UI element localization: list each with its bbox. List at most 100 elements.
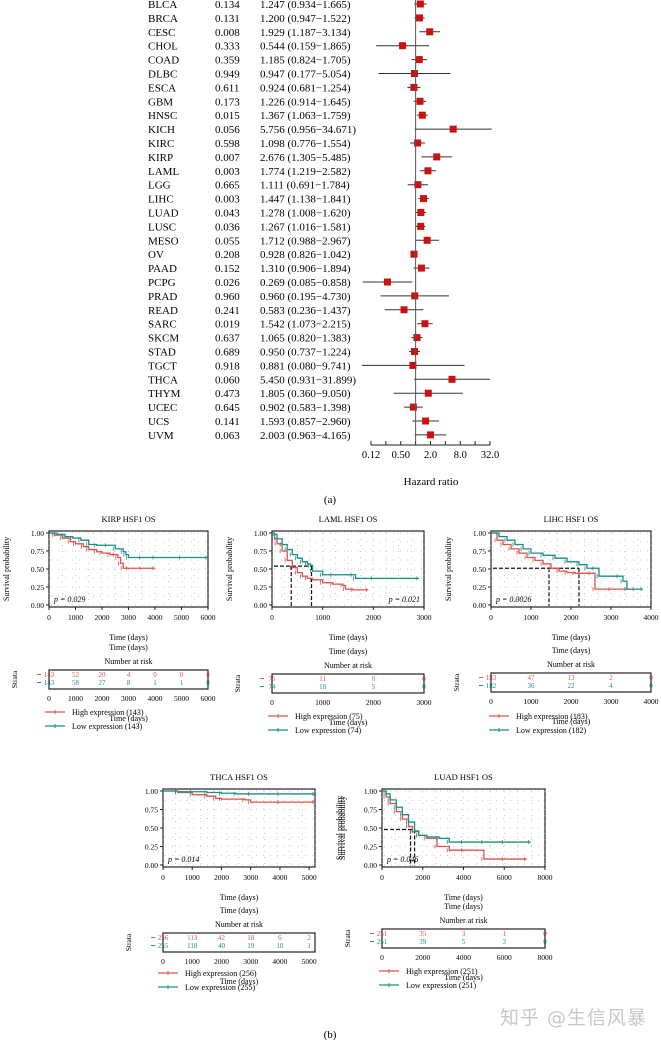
forest-row: PRAD 0.960 0.960 (0.195−4.730) bbox=[148, 291, 449, 303]
p-value: 0.208 bbox=[215, 249, 240, 261]
risk-x-tick-label: 5000 bbox=[174, 694, 189, 703]
legend-label-low: Low expression (251) bbox=[406, 981, 477, 990]
risk-x-axis-label: Time (days) bbox=[220, 977, 259, 986]
forest-row: TGCT 0.918 0.881 (0.080−9.741) bbox=[148, 360, 465, 372]
y-axis-label: Survival probability bbox=[2, 537, 11, 601]
forest-row: KICH 0.056 5.756 (0.956−34.671) bbox=[148, 124, 492, 136]
hr-ci-text: 1.805 (0.360−9.050) bbox=[260, 388, 351, 400]
hr-ci-text: 1.367 (1.063−1.759) bbox=[260, 110, 351, 122]
p-value: 0.173 bbox=[215, 96, 240, 108]
cancer-label: STAD bbox=[148, 347, 176, 359]
hr-marker bbox=[418, 111, 426, 119]
hr-ci-text: 1.111 (0.691−1.784) bbox=[260, 180, 350, 192]
risk-x-tick-label: 0 bbox=[270, 698, 274, 707]
x-tick-label: 5000 bbox=[302, 873, 317, 882]
p-value: 0.003 bbox=[215, 194, 240, 206]
y-tick-label: 0.50 bbox=[31, 565, 44, 574]
forest-row: STAD 0.689 0.950 (0.737−1.224) bbox=[148, 347, 420, 359]
risk-count-low: 5 bbox=[462, 938, 466, 946]
cancer-label: LAML bbox=[148, 166, 179, 178]
hr-ci-text: 0.902 (0.583−1.398) bbox=[260, 402, 351, 414]
risk-count-low: 3 bbox=[503, 938, 507, 946]
forest-row: LAML 0.003 1.774 (1.219−2.582) bbox=[148, 166, 436, 178]
risk-count-low: 0 bbox=[422, 683, 426, 691]
risk-count-high: 0 bbox=[422, 675, 426, 683]
hr-ci-text: 0.881 (0.080−9.741) bbox=[260, 360, 351, 372]
risk-count-low: 1 bbox=[307, 942, 311, 950]
risk-count-high: 0 bbox=[543, 930, 547, 938]
y-tick-label: 0.25 bbox=[254, 583, 267, 592]
km-title: LUAD HSF1 OS bbox=[434, 772, 493, 782]
km-panel: KIRP HSF1 OS0.000.250.500.751.000 1000 200… bbox=[2, 514, 216, 731]
risk-x-tick-label: 0 bbox=[47, 694, 51, 703]
hr-ci-text: 0.269 (0.085−0.858) bbox=[260, 277, 351, 289]
risk-count-low: 4 bbox=[609, 682, 613, 690]
p-value: 0.015 bbox=[215, 110, 240, 122]
risk-count-high: 0 bbox=[372, 675, 376, 683]
hr-marker bbox=[417, 264, 425, 272]
p-value-label: p = 0.029 bbox=[53, 595, 85, 604]
forest-row: COAD 0.359 1.185 (0.824−1.705) bbox=[148, 55, 428, 67]
legend-label-low: Low expression (255) bbox=[185, 983, 256, 992]
forest-row: THCA 0.060 5.450 (0.931−31.899) bbox=[148, 374, 490, 386]
y-tick-label: 1.00 bbox=[254, 529, 267, 538]
risk-x-tick-label: 4000 bbox=[456, 953, 471, 962]
risk-count-low: 1 bbox=[180, 679, 184, 687]
risk-x-tick-label: 2000 bbox=[564, 697, 579, 706]
risk-x-tick-label: 2000 bbox=[214, 957, 229, 966]
risk-count-high: 11 bbox=[319, 675, 326, 683]
forest-row: LUAD 0.043 1.278 (1.008−1.620) bbox=[148, 208, 426, 220]
p-value: 0.359 bbox=[215, 55, 240, 67]
risk-count-low: 143 bbox=[44, 679, 55, 687]
risk-x-axis-label: Time (days) bbox=[552, 717, 591, 726]
hr-marker bbox=[420, 195, 428, 203]
risk-x-tick-label: 6000 bbox=[497, 953, 512, 962]
risk-count-high: 143 bbox=[44, 671, 55, 679]
p-value: 0.241 bbox=[215, 305, 240, 317]
risk-count-high: 0 bbox=[153, 671, 157, 679]
forest-row: LIHC 0.003 1.447 (1.138−1.841) bbox=[148, 194, 429, 206]
cancer-label: LIHC bbox=[148, 194, 174, 206]
x-tick-label: 3000 bbox=[417, 613, 432, 622]
km-title: THCA HSF1 OS bbox=[210, 772, 268, 782]
hr-marker bbox=[427, 431, 435, 439]
risk-count-low: 1 bbox=[153, 679, 157, 687]
x-tick-label: 3000 bbox=[604, 613, 619, 622]
hr-ci-text: 1.098 (0.776−1.554) bbox=[260, 138, 351, 150]
x-tick-label: 3000 bbox=[243, 873, 258, 882]
p-value: 0.918 bbox=[215, 360, 240, 372]
cancer-label: UCS bbox=[148, 416, 169, 428]
x-axis-label: Time (days) bbox=[109, 633, 148, 642]
cancer-label: THCA bbox=[148, 374, 178, 386]
forest-row: PCPG 0.026 0.269 (0.085−0.858) bbox=[148, 277, 413, 289]
risk-count-low: 118 bbox=[187, 942, 198, 950]
y-axis-label: Survival probability bbox=[335, 796, 344, 860]
risk-strata-label: Strata bbox=[124, 933, 133, 951]
risk-count-low: 19 bbox=[247, 942, 255, 950]
risk-x-tick-label: 3000 bbox=[121, 694, 136, 703]
cancer-label: PAAD bbox=[148, 263, 177, 275]
risk-x-tick-label: 3000 bbox=[417, 698, 432, 707]
hr-ci-text: 2.003 (0.963−4.165) bbox=[260, 430, 351, 442]
legend-label-high: High expression (256) bbox=[185, 969, 257, 978]
risk-count-high: 52 bbox=[72, 671, 80, 679]
forest-row: UVM 0.063 2.003 (0.963−4.165) bbox=[148, 430, 447, 442]
y-tick-label: 0.50 bbox=[254, 565, 267, 574]
x-axis-label: Time (days) bbox=[552, 633, 591, 642]
y-tick-label: 0.75 bbox=[364, 806, 377, 815]
p-value: 0.019 bbox=[215, 319, 240, 331]
p-value-label: p = 0.046 bbox=[386, 855, 418, 864]
panel-label-b: (b) bbox=[324, 1029, 337, 1041]
hr-marker bbox=[424, 167, 432, 175]
hr-ci-text: 0.928 (0.826−1.042) bbox=[260, 249, 351, 261]
hr-ci-text: 5.756 (0.956−34.671) bbox=[260, 124, 356, 136]
cancer-label: CHOL bbox=[148, 41, 178, 53]
risk-x-axis-label: Time (days) bbox=[329, 718, 368, 727]
risk-count-high: 183 bbox=[486, 674, 497, 682]
x-tick-label: 1000 bbox=[185, 873, 200, 882]
p-value: 0.008 bbox=[215, 27, 240, 39]
hr-ci-text: 2.676 (1.305−5.485) bbox=[260, 152, 351, 164]
hr-marker bbox=[421, 320, 429, 328]
hr-marker bbox=[416, 0, 424, 8]
x-tick-label: 2000 bbox=[366, 613, 381, 622]
